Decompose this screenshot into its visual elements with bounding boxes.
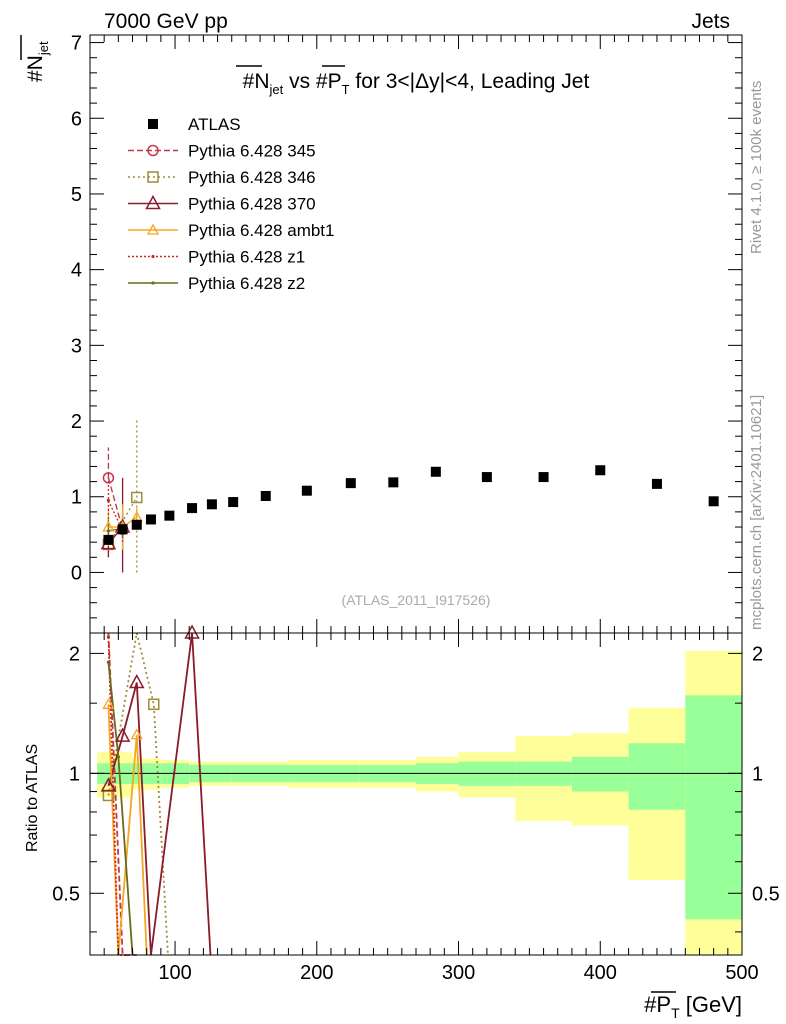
point-z2 xyxy=(106,529,111,533)
main-x-axis-ticks xyxy=(103,35,743,633)
ratio-tick-label-right: 2 xyxy=(752,643,763,665)
atlas-point xyxy=(538,472,549,483)
legend-marker-z2 xyxy=(151,281,155,285)
y-axis-label: #Njet xyxy=(24,41,51,82)
band-inner-bin xyxy=(685,695,742,920)
ratio-tick-label-right: 0.5 xyxy=(752,883,780,905)
x-tick-label: 200 xyxy=(300,962,333,984)
atlas-point xyxy=(145,514,156,525)
ratio-point-ambt1 xyxy=(130,728,143,740)
y-tick-label: 0 xyxy=(71,562,82,584)
y-tick-label: 5 xyxy=(71,184,82,206)
ratio-point-p370 xyxy=(100,777,117,792)
ratio-line-p346 xyxy=(107,632,169,956)
atlas-data-points xyxy=(103,465,719,545)
mcplots-label: mcplots.cern.ch [arXiv:2401.10621] xyxy=(748,395,765,630)
legend-marker-p346 xyxy=(147,171,159,183)
ratio-point-p370 xyxy=(184,624,200,639)
ratio-tick-label: 1 xyxy=(69,763,80,785)
ratio-point-z1 xyxy=(106,635,111,639)
ratio-y-axis: 0.5 0.5 1 1 2 2 xyxy=(52,643,780,933)
atlas-point xyxy=(187,503,198,514)
ratio-line-p370 xyxy=(107,632,212,956)
analysis-watermark: (ATLAS_2011_I917526) xyxy=(342,592,491,608)
legend-label-atlas: ATLAS xyxy=(188,115,241,134)
atlas-point xyxy=(651,478,662,489)
legend-marker-p345 xyxy=(147,144,159,157)
band-inner-bin xyxy=(571,756,629,792)
ratio-uncertainty-band xyxy=(97,650,742,955)
atlas-point xyxy=(117,524,128,535)
ratio-point-ambt1 xyxy=(102,697,115,709)
ratio-tick-label: 0.5 xyxy=(52,883,80,905)
y-tick-label: 1 xyxy=(71,487,82,509)
ratio-series-markers xyxy=(100,624,200,802)
atlas-point xyxy=(131,519,142,530)
ratio-point-z2 xyxy=(106,660,111,664)
legend-marker-z1 xyxy=(151,254,155,259)
y-tick-label: 6 xyxy=(71,108,82,130)
ratio-point-z2 xyxy=(116,755,120,759)
category-label: Jets xyxy=(691,10,730,33)
ratio-point-p370 xyxy=(129,673,145,689)
legend-label-ambt1: Pythia 6.428 ambt1 xyxy=(188,221,334,240)
rivet-label: Rivet 4.1.0, ≥ 100k events xyxy=(748,81,765,254)
y-tick-label: 4 xyxy=(71,260,82,282)
x-tick-label: 300 xyxy=(442,962,475,984)
legend-label-p346: Pythia 6.428 346 xyxy=(188,168,316,187)
atlas-point xyxy=(103,534,114,545)
atlas-point xyxy=(345,478,356,489)
main-y-axis: 0 1 2 3 4 5 6 7 xyxy=(71,33,742,634)
atlas-point xyxy=(206,499,217,510)
y-tick-label: 7 xyxy=(71,33,82,55)
atlas-point xyxy=(595,465,606,476)
legend-marker-p370 xyxy=(145,194,161,210)
atlas-point xyxy=(388,477,399,488)
atlas-point xyxy=(164,510,175,521)
legend-label-p345: Pythia 6.428 345 xyxy=(188,142,316,161)
point-p345 xyxy=(102,472,115,484)
legend-marker-ambt1 xyxy=(146,223,160,235)
x-tick-label: 100 xyxy=(158,962,191,984)
x-tick-label: 400 xyxy=(584,962,617,984)
y-tick-label: 3 xyxy=(71,335,82,357)
atlas-point xyxy=(481,472,492,483)
x-axis: 100 200 300 400 500 xyxy=(103,633,759,984)
series-line-z1 xyxy=(107,500,124,532)
legend: ATLAS Pythia 6.428 345 Pythia 6.428 346 Pyt… xyxy=(128,115,334,293)
x-tick-label: 500 xyxy=(725,962,758,984)
legend-label-z2: Pythia 6.428 z2 xyxy=(188,274,305,293)
chart-title: #Njet vs #PT for 3<|Δy|<4, Leading Jet xyxy=(243,70,590,97)
main-plot-panel: 0 1 2 3 4 5 6 7 #Njet vs #PT for 3<|Δy|<4, Lead… xyxy=(20,33,743,634)
ratio-y-axis-label: Ratio to ATLAS xyxy=(24,744,41,852)
atlas-point xyxy=(260,490,271,501)
ratio-line-ambt1 xyxy=(107,704,148,956)
energy-label: 7000 GeV pp xyxy=(104,10,228,33)
point-z1 xyxy=(106,498,111,503)
legend-label-p370: Pythia 6.428 370 xyxy=(188,195,316,214)
x-axis-label: #PT [GeV] xyxy=(644,992,742,1021)
legend-marker-atlas xyxy=(148,119,158,129)
atlas-point xyxy=(301,485,312,496)
ratio-point-p370 xyxy=(114,727,131,742)
atlas-point xyxy=(228,497,239,508)
ratio-tick-label: 2 xyxy=(69,643,80,665)
ratio-tick-label-right: 1 xyxy=(752,763,763,785)
series-line-p346 xyxy=(107,497,138,545)
series-line-p345 xyxy=(107,477,124,530)
ratio-point-p346 xyxy=(148,698,160,711)
band-inner-bin xyxy=(628,743,686,810)
ratio-plot-panel: 0.5 0.5 1 1 2 2 100 200 300 400 500 Ratio to ATLA… xyxy=(24,624,780,1021)
atlas-point xyxy=(430,466,441,477)
atlas-point xyxy=(708,496,719,507)
legend-label-z1: Pythia 6.428 z1 xyxy=(188,248,305,267)
point-p346 xyxy=(131,491,143,504)
y-tick-label: 2 xyxy=(71,411,82,433)
